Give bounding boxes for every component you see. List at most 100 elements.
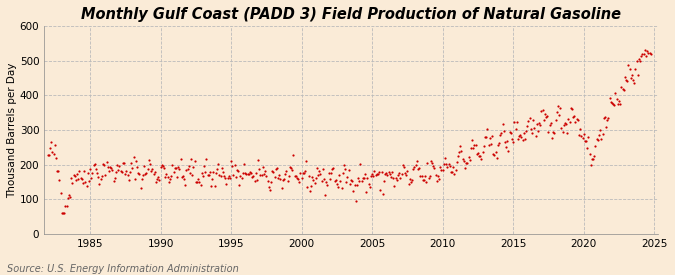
- Point: [462, 161, 472, 165]
- Point: [163, 180, 174, 184]
- Point: [130, 177, 140, 182]
- Point: [375, 188, 386, 192]
- Point: [242, 172, 253, 176]
- Point: [400, 170, 410, 175]
- Point: [275, 177, 286, 181]
- Point: [404, 176, 415, 181]
- Point: [146, 169, 157, 174]
- Point: [577, 136, 588, 140]
- Point: [355, 161, 366, 166]
- Point: [535, 123, 545, 128]
- Point: [81, 184, 92, 189]
- Point: [433, 174, 443, 178]
- Point: [259, 171, 269, 176]
- Point: [489, 152, 500, 157]
- Point: [107, 168, 117, 173]
- Point: [452, 160, 462, 164]
- Point: [117, 161, 128, 165]
- Point: [551, 110, 562, 114]
- Point: [155, 165, 166, 170]
- Point: [227, 164, 238, 169]
- Point: [605, 100, 616, 105]
- Point: [612, 97, 622, 101]
- Point: [206, 184, 217, 188]
- Point: [284, 174, 294, 178]
- Point: [99, 163, 109, 167]
- Point: [558, 123, 569, 127]
- Point: [306, 184, 317, 188]
- Point: [233, 169, 244, 174]
- Point: [608, 101, 618, 106]
- Point: [534, 120, 545, 125]
- Point: [414, 166, 425, 170]
- Point: [160, 175, 171, 179]
- Point: [597, 132, 608, 136]
- Point: [90, 167, 101, 172]
- Point: [643, 51, 654, 55]
- Point: [115, 168, 126, 173]
- Point: [261, 174, 272, 178]
- Point: [48, 152, 59, 156]
- Point: [615, 102, 626, 106]
- Point: [402, 169, 413, 174]
- Point: [364, 185, 375, 189]
- Point: [195, 183, 206, 187]
- Point: [262, 179, 273, 184]
- Point: [87, 171, 98, 175]
- Point: [281, 168, 292, 173]
- Point: [207, 177, 218, 181]
- Point: [84, 178, 95, 183]
- Point: [78, 181, 88, 185]
- Point: [193, 177, 204, 181]
- Point: [76, 177, 87, 181]
- Point: [442, 165, 453, 169]
- Point: [596, 137, 607, 141]
- Point: [265, 188, 275, 192]
- Point: [136, 177, 147, 181]
- Point: [587, 157, 597, 161]
- Point: [252, 178, 263, 182]
- Point: [180, 183, 190, 187]
- Point: [379, 172, 390, 176]
- Point: [74, 169, 85, 173]
- Point: [590, 144, 601, 148]
- Point: [576, 134, 587, 138]
- Point: [363, 182, 374, 186]
- Point: [289, 174, 300, 179]
- Point: [268, 169, 279, 174]
- Point: [566, 106, 576, 111]
- Point: [373, 172, 383, 176]
- Point: [408, 167, 418, 171]
- Point: [639, 52, 649, 56]
- Point: [142, 167, 153, 171]
- Point: [354, 178, 364, 183]
- Point: [135, 185, 146, 190]
- Point: [555, 106, 566, 110]
- Point: [520, 137, 531, 142]
- Point: [369, 169, 380, 174]
- Point: [616, 85, 626, 90]
- Point: [252, 158, 263, 163]
- Point: [507, 136, 518, 141]
- Point: [620, 78, 631, 82]
- Point: [334, 172, 345, 177]
- Point: [574, 133, 585, 137]
- Point: [127, 166, 138, 170]
- Point: [536, 109, 547, 113]
- Point: [598, 116, 609, 120]
- Point: [46, 140, 57, 144]
- Point: [446, 170, 456, 174]
- Point: [644, 51, 655, 55]
- Point: [578, 132, 589, 137]
- Point: [106, 165, 117, 170]
- Point: [201, 157, 212, 162]
- Point: [176, 175, 187, 179]
- Point: [393, 173, 404, 177]
- Point: [584, 152, 595, 156]
- Point: [192, 180, 202, 184]
- Point: [425, 159, 436, 163]
- Point: [634, 59, 645, 63]
- Point: [452, 154, 463, 159]
- Point: [342, 175, 353, 179]
- Point: [120, 172, 131, 176]
